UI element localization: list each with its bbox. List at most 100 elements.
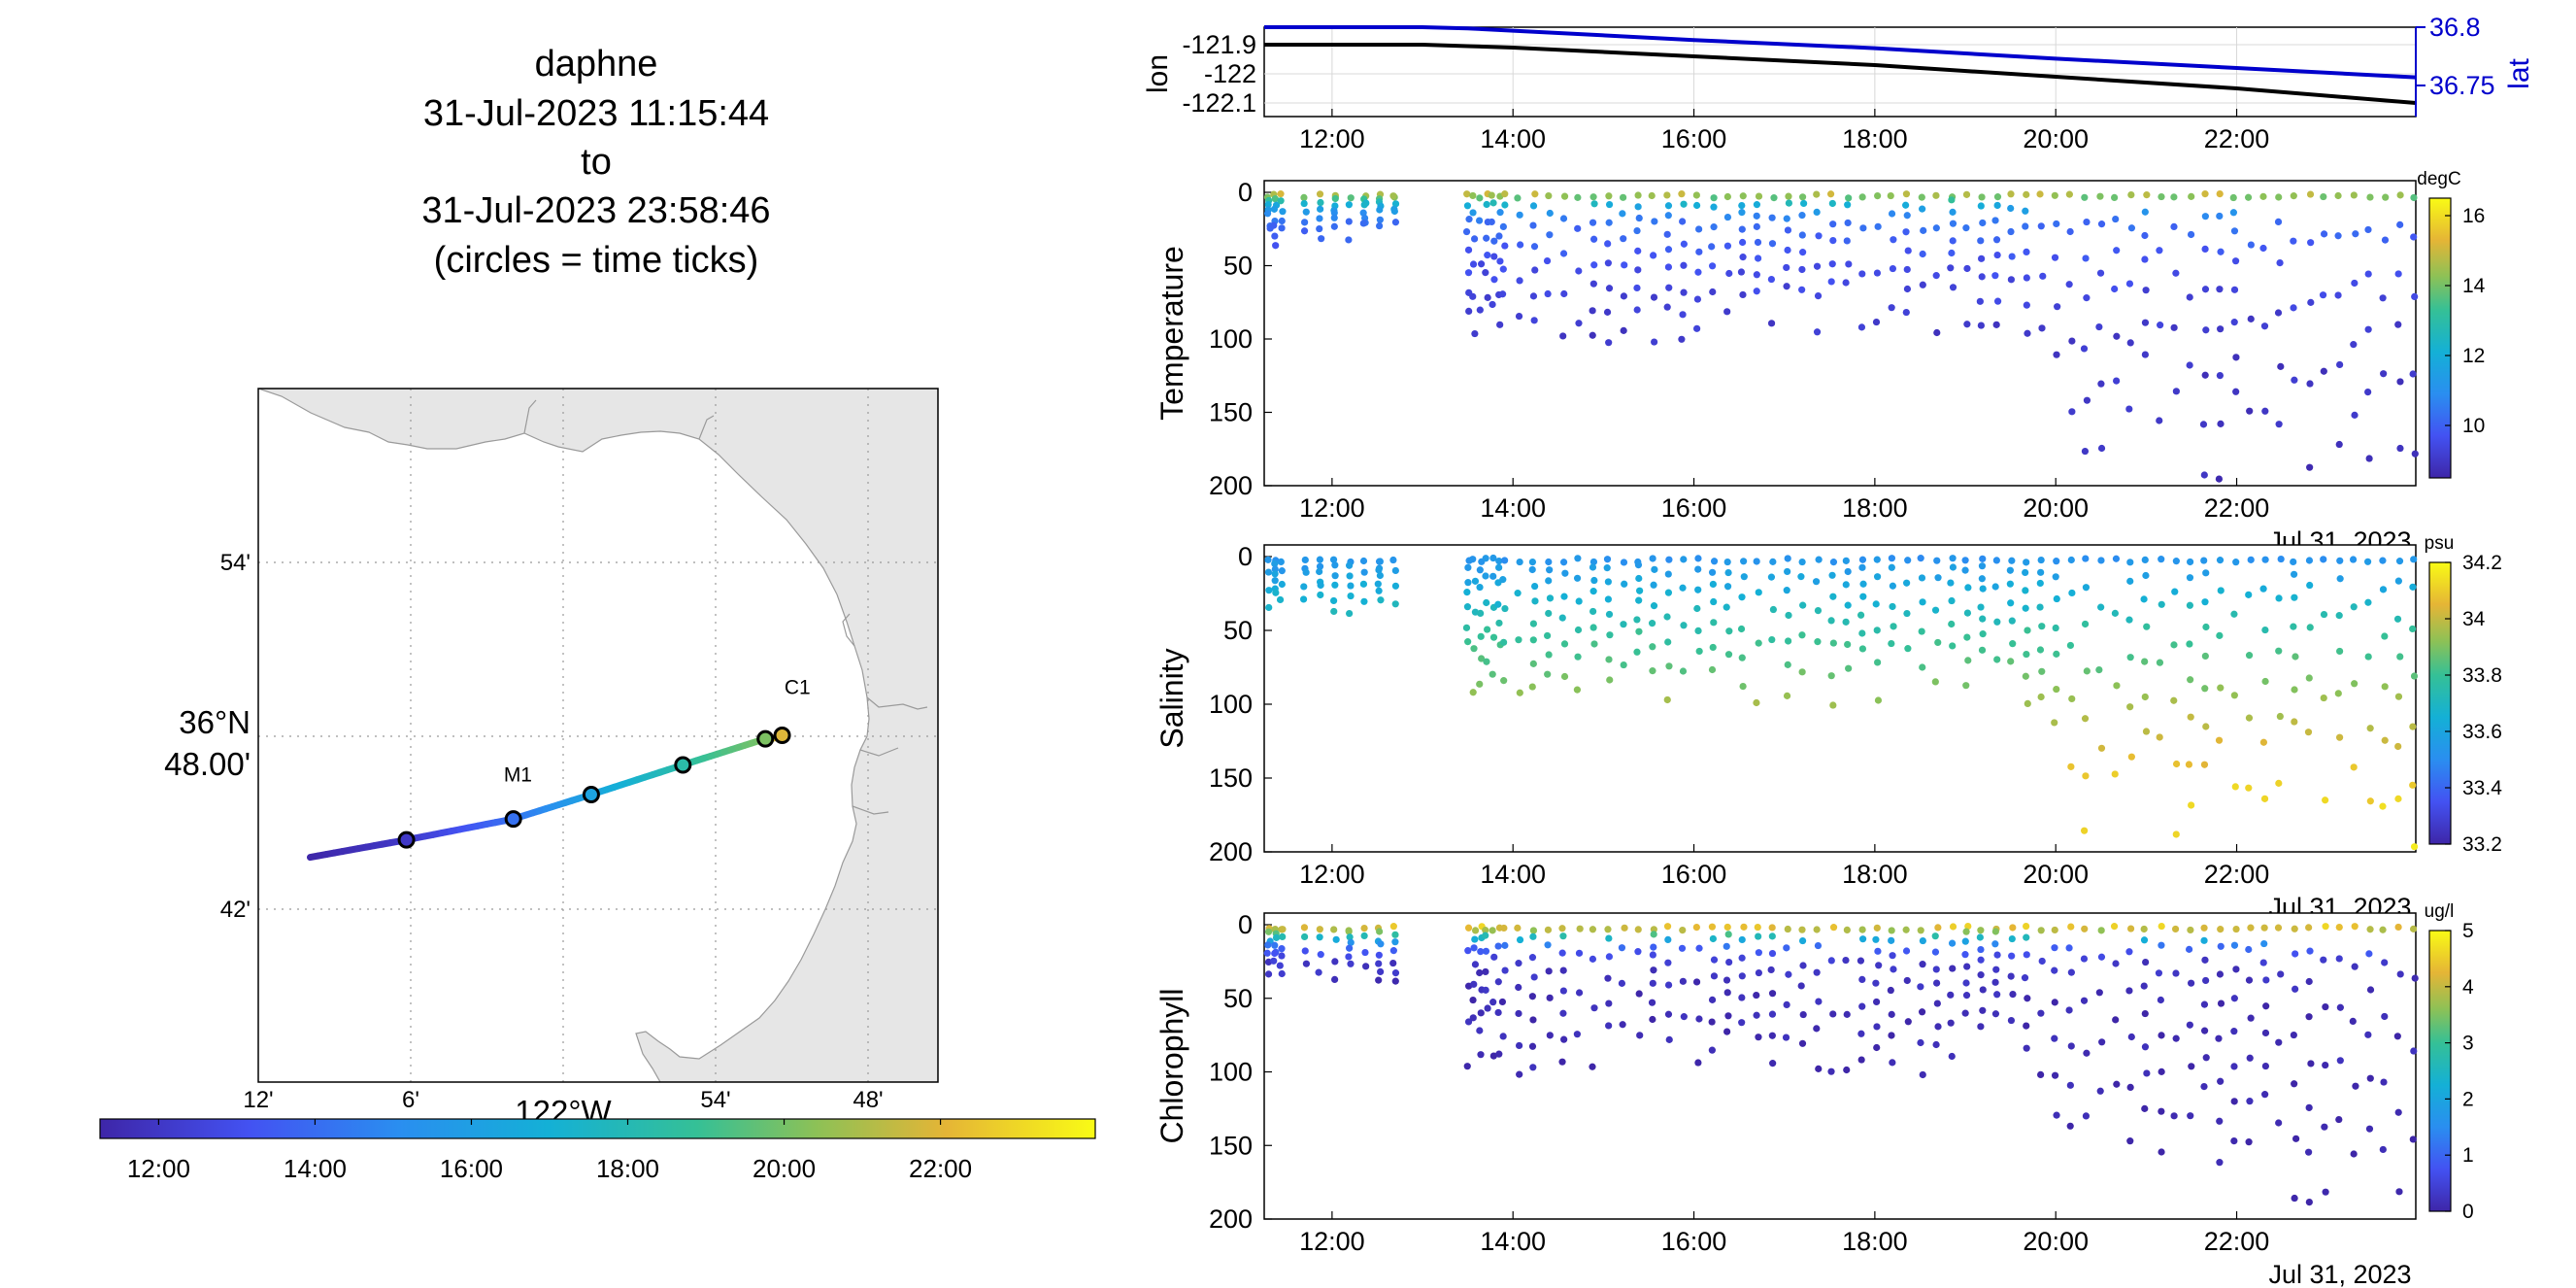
map-lat-minute-label: 48.00' [164, 746, 251, 782]
data-point [1798, 231, 1806, 239]
data-point [1483, 658, 1490, 665]
data-point [1784, 661, 1791, 668]
data-point [1620, 661, 1627, 669]
data-point [1873, 556, 1881, 563]
data-point [1858, 926, 1866, 933]
data-point [1678, 190, 1686, 198]
data-point [1858, 645, 1867, 653]
data-point [1278, 567, 1286, 575]
data-point [1544, 926, 1553, 933]
data-point [1603, 308, 1612, 316]
data-point [2381, 683, 2389, 691]
data-point [2200, 471, 2208, 479]
data-point [1318, 235, 1325, 243]
data-point [1813, 190, 1821, 198]
data-point [1843, 237, 1851, 245]
y-axis-label: Chlorophyll [1154, 988, 1189, 1143]
data-point [2274, 218, 2283, 226]
data-point [2394, 923, 2402, 932]
data-point [1272, 589, 1280, 596]
data-point [1725, 627, 1733, 635]
data-point [2394, 795, 2402, 802]
data-point [2083, 1049, 2091, 1057]
y-tick-label: 0 [1238, 178, 1253, 207]
data-point [1814, 607, 1823, 615]
data-point [1918, 627, 1925, 635]
data-point [1621, 580, 1628, 588]
data-point [1767, 966, 1775, 974]
data-point [2335, 923, 2343, 932]
data-point [1620, 235, 1627, 243]
data-point [2363, 558, 2372, 565]
data-point [1476, 566, 1484, 574]
data-point [1919, 205, 1926, 213]
data-point [2277, 362, 2285, 370]
data-point [2188, 801, 2195, 809]
colorbar-tick-label: 33.6 [2462, 721, 2502, 743]
data-point [1560, 192, 1569, 200]
data-point [1725, 269, 1733, 278]
data-point [1264, 556, 1272, 563]
data-point [1964, 657, 1972, 664]
data-point [2186, 1021, 2193, 1029]
data-point [1476, 1027, 1484, 1034]
data-point [1903, 976, 1911, 985]
data-point [2113, 682, 2121, 690]
data-point [2172, 1034, 2180, 1042]
left-tick-label: -122.1 [1182, 88, 1256, 118]
data-point [1589, 219, 1597, 226]
data-point [1919, 1070, 1926, 1079]
data-point [1843, 926, 1851, 934]
data-point [2322, 1061, 2329, 1069]
data-point [1827, 617, 1835, 625]
data-point [1858, 975, 1866, 984]
data-point [1496, 257, 1504, 265]
data-point [1723, 558, 1731, 566]
data-point [1844, 201, 1852, 209]
data-point [1842, 618, 1850, 626]
data-point [1962, 928, 1970, 935]
data-point [1530, 317, 1538, 324]
data-point [2217, 684, 2225, 692]
data-point [2185, 945, 2193, 953]
data-point [1888, 936, 1895, 944]
data-point [1693, 324, 1701, 332]
data-point [1890, 623, 1897, 630]
data-point [2261, 1062, 2269, 1070]
data-point [1331, 958, 1339, 966]
data-point [1650, 931, 1657, 938]
data-point [2202, 623, 2210, 631]
data-point [2334, 690, 2342, 697]
data-point [2395, 558, 2404, 565]
data-point [1931, 932, 1939, 940]
data-point [1708, 568, 1717, 576]
data-point [1345, 236, 1353, 244]
data-point [1785, 199, 1793, 207]
data-point [1979, 630, 1987, 638]
data-point [2067, 1042, 2075, 1050]
data-point [2409, 583, 2417, 591]
left-tick-label: -122 [1204, 59, 1256, 88]
data-point [1919, 663, 1926, 671]
data-point [2113, 247, 2121, 254]
data-point [1872, 935, 1880, 943]
data-point [1813, 1025, 1821, 1033]
data-point [1476, 583, 1484, 592]
data-point [1391, 931, 1399, 938]
data-point [1961, 1009, 1969, 1017]
time-tick-circle [504, 810, 522, 829]
data-point [1725, 958, 1733, 966]
data-point [1345, 928, 1353, 935]
data-point [2007, 227, 2015, 236]
data-point [2411, 292, 2419, 301]
data-point [1920, 226, 1927, 234]
data-point [1635, 596, 1643, 604]
data-point [2410, 193, 2418, 202]
data-point [1962, 979, 1970, 987]
data-point [2081, 193, 2089, 201]
data-point [1471, 329, 1479, 338]
data-point [2022, 222, 2029, 230]
data-point [1277, 558, 1285, 565]
data-point [2172, 760, 2181, 768]
data-point [1872, 318, 1881, 326]
